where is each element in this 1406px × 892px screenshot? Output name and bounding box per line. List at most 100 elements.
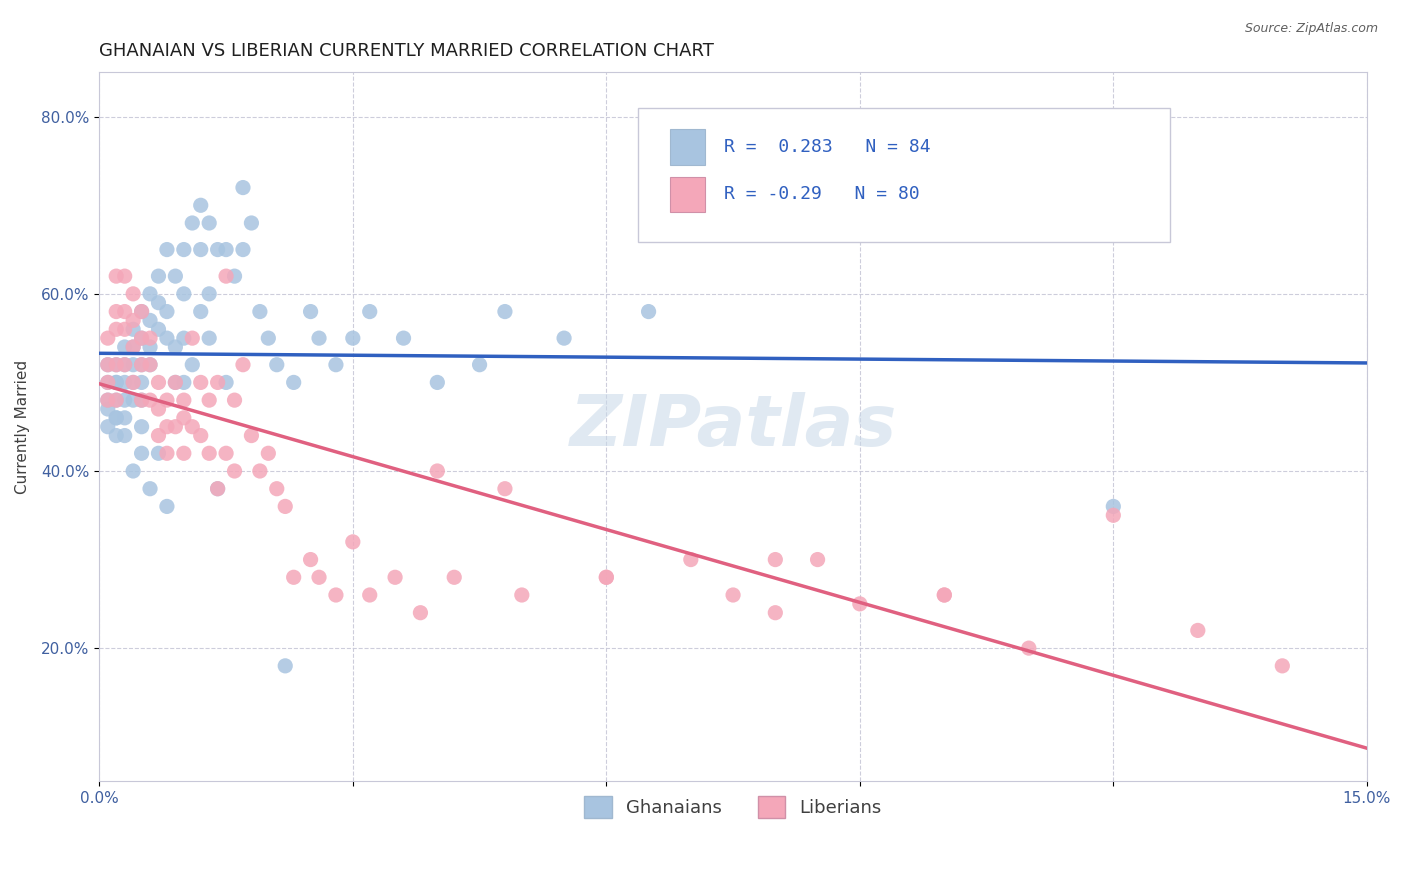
Point — [122, 286, 145, 301]
Point — [173, 286, 195, 301]
Point — [392, 331, 415, 345]
Point — [224, 393, 246, 408]
Point — [181, 331, 204, 345]
Point — [156, 243, 179, 257]
Point — [806, 552, 828, 566]
Point — [299, 304, 322, 318]
Point — [139, 482, 162, 496]
Point — [1102, 508, 1125, 523]
Point — [207, 376, 229, 390]
Point — [139, 340, 162, 354]
Point — [105, 269, 128, 284]
Point — [114, 269, 136, 284]
Point — [122, 393, 145, 408]
Point — [122, 322, 145, 336]
Point — [249, 464, 271, 478]
Point — [1102, 500, 1125, 514]
Point — [181, 419, 204, 434]
Point — [139, 358, 162, 372]
Point — [131, 376, 153, 390]
Point — [232, 358, 254, 372]
Point — [97, 376, 120, 390]
Point — [232, 180, 254, 194]
Point — [122, 464, 145, 478]
Point — [274, 500, 297, 514]
Point — [156, 393, 179, 408]
Point — [139, 331, 162, 345]
Point — [215, 243, 238, 257]
Point — [165, 340, 187, 354]
Text: R =  0.283   N = 84: R = 0.283 N = 84 — [724, 138, 931, 156]
Point — [148, 446, 170, 460]
Point — [148, 269, 170, 284]
FancyBboxPatch shape — [638, 108, 1170, 243]
Point — [266, 482, 288, 496]
Point — [122, 340, 145, 354]
Point — [257, 331, 280, 345]
Point — [637, 304, 659, 318]
Point — [1271, 658, 1294, 673]
Point — [190, 198, 212, 212]
Point — [207, 482, 229, 496]
Text: Source: ZipAtlas.com: Source: ZipAtlas.com — [1244, 22, 1378, 36]
Point — [595, 570, 617, 584]
Point — [97, 393, 120, 408]
Point — [105, 428, 128, 442]
Point — [173, 446, 195, 460]
Point — [384, 570, 406, 584]
Y-axis label: Currently Married: Currently Married — [15, 359, 30, 494]
Point — [105, 410, 128, 425]
Point — [131, 446, 153, 460]
Point — [553, 331, 575, 345]
Point — [325, 588, 347, 602]
Point — [595, 570, 617, 584]
Point — [173, 243, 195, 257]
Point — [283, 376, 305, 390]
Point — [190, 428, 212, 442]
Point — [283, 570, 305, 584]
Point — [494, 482, 516, 496]
Point — [215, 376, 238, 390]
Point — [299, 552, 322, 566]
Point — [105, 322, 128, 336]
Point — [114, 358, 136, 372]
Text: R = -0.29   N = 80: R = -0.29 N = 80 — [724, 186, 920, 203]
Point — [131, 358, 153, 372]
Point — [308, 570, 330, 584]
Point — [181, 358, 204, 372]
Point — [232, 243, 254, 257]
Point — [198, 446, 221, 460]
Point — [105, 304, 128, 318]
Point — [198, 393, 221, 408]
Point — [165, 376, 187, 390]
Point — [215, 269, 238, 284]
Point — [148, 376, 170, 390]
Point — [139, 313, 162, 327]
Point — [131, 304, 153, 318]
Point — [114, 322, 136, 336]
Point — [494, 304, 516, 318]
Point — [97, 331, 120, 345]
Point — [224, 269, 246, 284]
Point — [122, 376, 145, 390]
Point — [190, 304, 212, 318]
Point — [173, 393, 195, 408]
Point — [308, 331, 330, 345]
Point — [207, 243, 229, 257]
Text: GHANAIAN VS LIBERIAN CURRENTLY MARRIED CORRELATION CHART: GHANAIAN VS LIBERIAN CURRENTLY MARRIED C… — [100, 42, 714, 60]
Point — [105, 393, 128, 408]
Point — [198, 216, 221, 230]
Point — [342, 331, 364, 345]
Point — [131, 358, 153, 372]
Point — [443, 570, 465, 584]
Point — [105, 376, 128, 390]
Point — [721, 588, 744, 602]
Point — [97, 376, 120, 390]
Point — [148, 428, 170, 442]
Point — [148, 295, 170, 310]
Point — [139, 286, 162, 301]
Point — [325, 358, 347, 372]
Point — [97, 393, 120, 408]
Point — [1018, 641, 1040, 656]
FancyBboxPatch shape — [669, 177, 706, 212]
